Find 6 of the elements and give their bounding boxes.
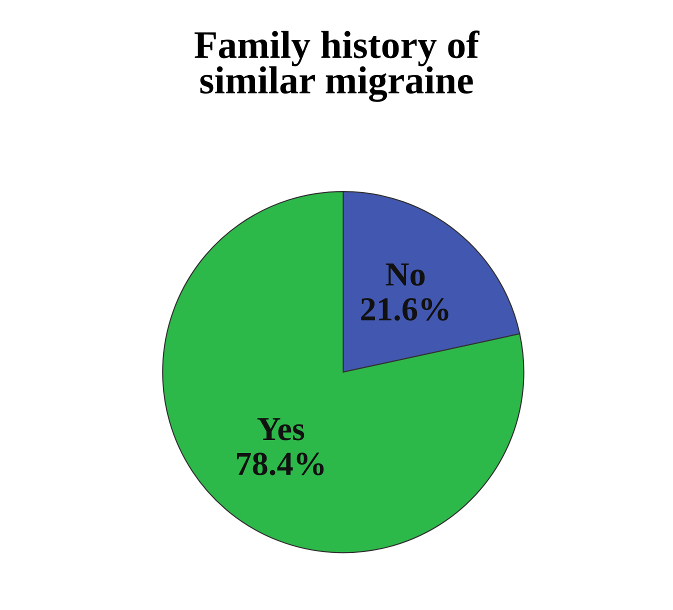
pie-slice [162,190,524,554]
slice-label: Yes [257,418,304,440]
data-label: 78.4% [236,452,324,476]
chart-title: Family history of similar migraine [194,30,480,102]
data-label: 21.6% [361,298,448,321]
slice-label: No [386,264,425,286]
